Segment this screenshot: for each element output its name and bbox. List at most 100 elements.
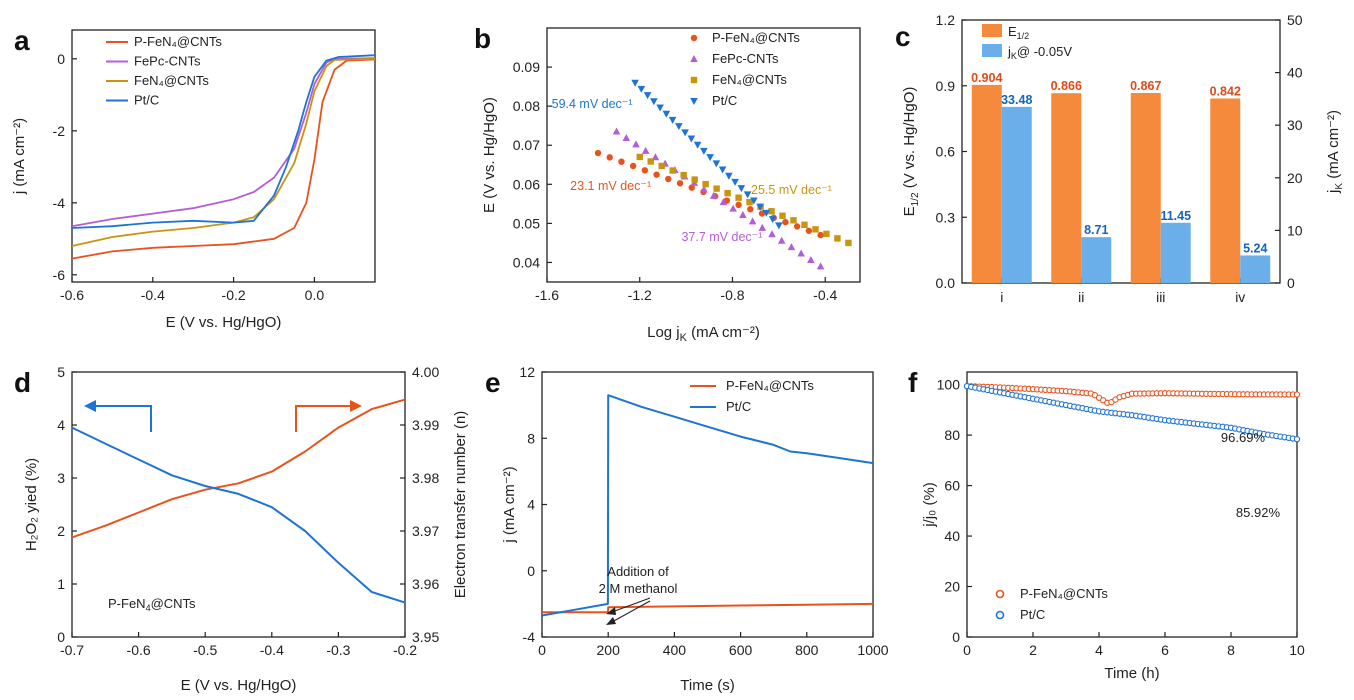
panel-e-ytick-label: 8 (527, 430, 535, 446)
panel-c-ytick-label: 0.9 (936, 78, 956, 94)
panel-b-data-point (793, 223, 801, 230)
panel-f-xtick-label: 0 (963, 642, 971, 658)
panel-c-bar-jk (1001, 106, 1032, 283)
panel-b-xtick-label: -0.8 (720, 287, 744, 303)
panel-c-legend-swatch (982, 24, 1002, 37)
panel-e-legend-entry: P-FeN₄@CNTs (726, 378, 814, 393)
panel-b-data-point (812, 226, 819, 233)
panel-f-ytick-label: 100 (937, 377, 961, 393)
panel-e-annotation-arrowhead (606, 607, 616, 615)
panel-c-ytick-label: 1.2 (936, 12, 956, 28)
panel-e-frame (541, 371, 874, 638)
panel-a-label: a (14, 25, 30, 56)
panel-c-bar-value: 8.71 (1084, 223, 1108, 237)
panel-c-category-label: ii (1078, 289, 1084, 305)
panel-b-data-point (636, 153, 643, 161)
panel-b-data-point (665, 175, 672, 183)
panel-d-left-arrow (92, 405, 152, 432)
panel-c-bar-jk (1081, 237, 1112, 283)
panel-b-data-point (801, 221, 808, 229)
panel-b-slope-annotation: 23.1 mV dec⁻¹ (570, 179, 651, 193)
panel-e-annotation-arrow (611, 600, 651, 623)
panel-e-annotation: 2 M methanol (599, 581, 678, 596)
panel-b-legend-marker (690, 34, 698, 42)
panel-a-series-line (71, 58, 376, 260)
panel-d-xtick-label: -0.5 (193, 642, 217, 658)
panel-b-data-point (668, 116, 677, 124)
panel-c-ytick-label: 0.6 (936, 144, 956, 160)
panel-f-xlabel: Time (h) (1104, 665, 1159, 682)
panel-d-sample-label: P-FeN4@CNTs (108, 596, 196, 613)
panel-e-xtick-label: 0 (538, 642, 546, 658)
panel-b-data-point (768, 216, 777, 224)
panel-b-data-point (768, 208, 775, 215)
panel-b-data-point (724, 189, 731, 197)
panel-a-legend-entry: Pt/C (134, 93, 159, 108)
panel-e-series-line (541, 394, 874, 617)
panel-f-legend-marker (995, 589, 1005, 599)
panel-b-slope-annotation: 59.4 mV dec⁻¹ (552, 97, 633, 111)
panel-b-data-point (700, 185, 708, 193)
panel-b-data-point (594, 149, 602, 157)
panel-c-bar-value: 0.842 (1210, 84, 1241, 98)
panel-d-ytick-label: 4 (57, 417, 65, 433)
panel-c-category-label: i (1000, 289, 1003, 305)
panel-b-data-point (650, 98, 658, 106)
panel-b-data-point (693, 141, 702, 149)
panel-b-data-point (687, 135, 696, 143)
panel-c-legend-entry: jK@ -0.05V (1007, 44, 1072, 61)
panel-b-data-point (758, 223, 767, 231)
panel-c-category-label: iv (1235, 289, 1245, 305)
panel-b-data-point (779, 212, 786, 219)
panel-b-data-point (709, 191, 718, 199)
panel-f-ytick-label: 0 (952, 629, 960, 645)
panel-e-annotation-arrowhead (606, 617, 616, 625)
panel-b-ytick-label: 0.09 (513, 59, 540, 75)
panel-b-data-point (737, 185, 746, 193)
panel-e-ytick-label: 12 (519, 364, 535, 380)
panel-a-ytick-label: -4 (53, 195, 66, 211)
panel-f-label: f (908, 367, 918, 398)
panel-b-data-point (743, 191, 752, 199)
panel-b-data-point (823, 230, 830, 238)
panel-d-xtick-label: -0.6 (127, 642, 151, 658)
panel-b-legend-entry: FeN₄@CNTs (712, 72, 787, 87)
panel-b-data-point (637, 85, 646, 93)
panel-e-xtick-label: 600 (729, 642, 753, 658)
panel-b-data-point (712, 160, 721, 168)
panel-d-label: d (14, 367, 31, 398)
panel-b-data-point (735, 194, 742, 201)
panel-b-data-point (631, 79, 639, 87)
panel-b-data-point (688, 184, 695, 191)
panel-f-data-point (1293, 391, 1301, 398)
panel-a-xlabel: E (V vs. Hg/HgO) (166, 314, 282, 331)
panel-a-xtick-label: 0.0 (305, 287, 325, 303)
panel-b-data-point (790, 217, 797, 224)
panel-f-ytick-label: 60 (944, 478, 960, 494)
panel-a-series-line (71, 57, 376, 228)
panel-e-label: e (485, 367, 501, 398)
panel-f-retention-label: 85.92% (1236, 505, 1281, 520)
panel-b-data-point (748, 217, 757, 225)
panel-b-data-point (845, 239, 852, 247)
panel-b-xtick-label: -1.2 (628, 287, 652, 303)
panel-e-ytick-label: 0 (527, 563, 535, 579)
panel-b-data-point (768, 230, 776, 238)
panel-b-data-point (750, 197, 758, 205)
panel-d-ytick-label: 2 (57, 523, 65, 539)
panel-d-h2o2-line (71, 398, 406, 539)
panel-c-bar-e12 (1051, 93, 1082, 284)
panel-c-ytick-right-label: 0 (1287, 275, 1295, 291)
panel-b-data-point (643, 92, 652, 100)
panel-c-ytick-right-label: 10 (1287, 222, 1303, 238)
panel-f-ytick-label: 20 (944, 579, 960, 595)
panel-c-bar-jk (1240, 255, 1271, 283)
panel-b-data-point (782, 218, 789, 226)
panel-c-bar-e12 (1210, 98, 1241, 283)
panel-b-ytick-label: 0.07 (513, 137, 540, 153)
panel-b-ytick-label: 0.08 (513, 98, 540, 114)
panel-b-data-point (834, 235, 841, 242)
panel-f-ytick-label: 80 (944, 427, 960, 443)
panel-b-data-point (729, 204, 737, 212)
panel-b-data-point (807, 255, 815, 263)
